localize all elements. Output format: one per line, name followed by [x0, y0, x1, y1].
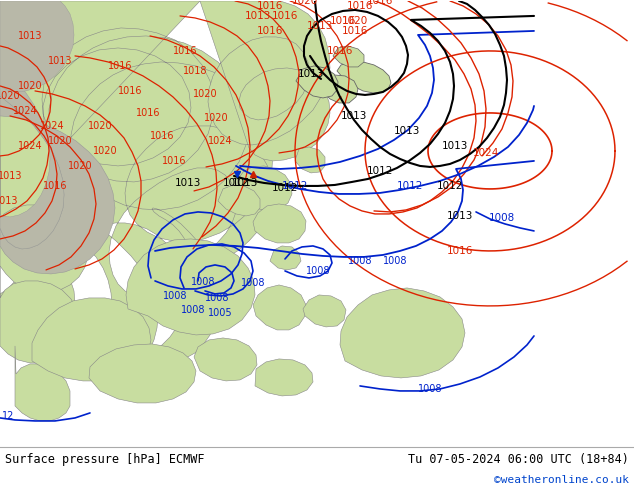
- Text: 1024: 1024: [40, 121, 64, 131]
- Polygon shape: [0, 156, 88, 292]
- Text: 1013: 1013: [18, 31, 42, 41]
- Polygon shape: [303, 295, 346, 327]
- Text: 1016: 1016: [272, 11, 298, 21]
- Text: 1013: 1013: [298, 69, 324, 79]
- Text: 1018: 1018: [183, 66, 207, 76]
- Text: 1016: 1016: [108, 61, 133, 71]
- Text: 1020: 1020: [68, 161, 93, 171]
- Polygon shape: [253, 285, 306, 330]
- Text: 1024: 1024: [473, 148, 499, 158]
- Text: 1020: 1020: [204, 113, 228, 123]
- Text: 1016: 1016: [257, 26, 283, 36]
- Text: 1008: 1008: [163, 291, 187, 301]
- Text: 1012: 1012: [397, 181, 423, 191]
- Text: 1008: 1008: [489, 213, 515, 223]
- Text: 1020: 1020: [193, 89, 217, 99]
- Text: 1012: 1012: [223, 178, 249, 188]
- Text: 1024: 1024: [13, 106, 37, 116]
- Text: 12: 12: [2, 411, 14, 421]
- Polygon shape: [236, 166, 292, 211]
- Polygon shape: [0, 1, 74, 92]
- Text: Surface pressure [hPa] ECMWF: Surface pressure [hPa] ECMWF: [5, 453, 205, 466]
- Polygon shape: [194, 338, 257, 381]
- Text: 1012: 1012: [281, 181, 308, 191]
- Text: 1016: 1016: [447, 246, 473, 256]
- Text: 1016: 1016: [162, 156, 186, 166]
- Text: 1016: 1016: [257, 1, 283, 11]
- Text: 1013: 1013: [245, 11, 271, 21]
- Text: 1016: 1016: [347, 1, 373, 11]
- Text: 1008: 1008: [418, 384, 443, 394]
- Text: 1012: 1012: [437, 181, 463, 191]
- Polygon shape: [295, 147, 325, 173]
- Text: 1020: 1020: [48, 136, 72, 146]
- Polygon shape: [0, 266, 79, 363]
- Text: 1013: 1013: [307, 21, 333, 31]
- Text: 1013: 1013: [232, 178, 258, 188]
- Text: 1024: 1024: [18, 141, 42, 151]
- Polygon shape: [15, 346, 70, 421]
- Text: 1020: 1020: [93, 146, 117, 156]
- Text: 1008: 1008: [181, 305, 205, 315]
- Polygon shape: [255, 359, 313, 396]
- Text: 1012: 1012: [272, 183, 298, 193]
- Text: 1016: 1016: [172, 46, 197, 56]
- Text: 1020: 1020: [292, 0, 318, 6]
- Polygon shape: [0, 1, 115, 274]
- Text: 1013: 1013: [0, 196, 18, 206]
- Polygon shape: [337, 62, 391, 93]
- Polygon shape: [296, 66, 338, 98]
- Text: 1016: 1016: [367, 0, 393, 6]
- Polygon shape: [340, 288, 465, 378]
- Text: 1020: 1020: [342, 16, 368, 26]
- Text: 1013: 1013: [447, 211, 473, 221]
- Polygon shape: [253, 204, 306, 243]
- Text: 1013: 1013: [175, 178, 201, 188]
- Text: 1008: 1008: [205, 293, 230, 303]
- Text: 1008: 1008: [306, 266, 330, 276]
- Polygon shape: [126, 239, 255, 335]
- Text: 1016: 1016: [136, 108, 160, 118]
- Text: 1008: 1008: [348, 256, 372, 266]
- Polygon shape: [200, 1, 330, 161]
- Polygon shape: [89, 344, 196, 403]
- Text: 1016: 1016: [118, 86, 142, 96]
- Text: 1013: 1013: [341, 111, 367, 121]
- Text: 1008: 1008: [191, 277, 216, 287]
- Text: 1016: 1016: [330, 16, 356, 26]
- Text: Tu 07-05-2024 06:00 UTC (18+84): Tu 07-05-2024 06:00 UTC (18+84): [408, 453, 629, 466]
- Polygon shape: [218, 185, 260, 216]
- Text: 1008: 1008: [241, 278, 265, 288]
- Text: ©weatheronline.co.uk: ©weatheronline.co.uk: [494, 475, 629, 485]
- Text: 1008: 1008: [383, 256, 407, 266]
- Polygon shape: [0, 1, 64, 249]
- Text: 1016: 1016: [327, 46, 353, 56]
- Text: 1005: 1005: [208, 308, 232, 318]
- Text: 1013: 1013: [442, 141, 468, 151]
- Text: 1020: 1020: [0, 91, 20, 101]
- Polygon shape: [322, 75, 358, 103]
- Text: 1016: 1016: [150, 131, 174, 141]
- Text: 1024: 1024: [208, 136, 232, 146]
- Text: 1020: 1020: [18, 81, 42, 91]
- Polygon shape: [0, 1, 273, 374]
- Text: 1020: 1020: [87, 121, 112, 131]
- Text: 1016: 1016: [342, 26, 368, 36]
- Text: 1012: 1012: [367, 166, 393, 176]
- Polygon shape: [32, 298, 151, 381]
- Text: 1013: 1013: [394, 126, 420, 136]
- Polygon shape: [270, 246, 301, 270]
- Text: 1013: 1013: [0, 171, 22, 181]
- Text: 1013: 1013: [48, 56, 72, 66]
- Text: 1016: 1016: [42, 181, 67, 191]
- Polygon shape: [333, 46, 364, 67]
